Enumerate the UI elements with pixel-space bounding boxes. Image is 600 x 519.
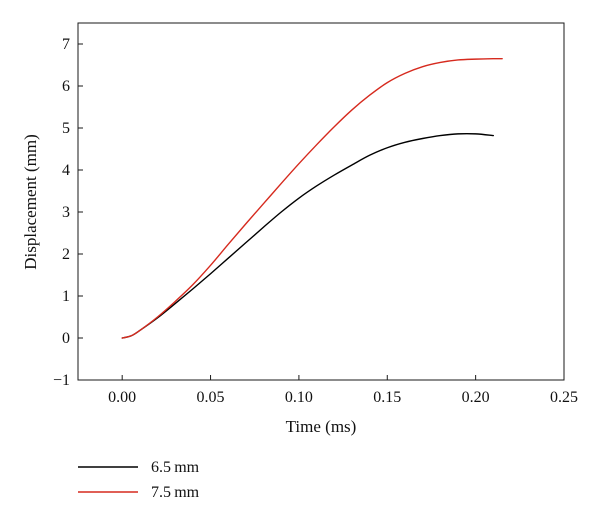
y-tick-label: 7 — [62, 36, 70, 53]
legend-label: 6.5 mm — [151, 459, 200, 476]
y-tick-label: 0 — [62, 330, 70, 347]
y-tick-label: 1 — [62, 288, 70, 305]
series-layer — [121, 57, 503, 339]
x-tick-label: 0.20 — [462, 389, 490, 406]
legend-label: 7.5 mm — [151, 484, 200, 501]
x-tick-label: 0.05 — [197, 389, 225, 406]
plot-frame — [77, 22, 565, 381]
y-tick-label: 2 — [62, 246, 70, 263]
x-tick-label: 0.25 — [550, 389, 578, 406]
x-axis-title: Time (ms) — [286, 417, 357, 436]
y-tick-label: 5 — [62, 120, 70, 137]
y-tick-label: 4 — [62, 162, 70, 179]
ticks-layer: 0.00 0.05 0.10 0.15 0.20 0.25 −1 0 1 2 3 4 5 6 7 — [53, 36, 578, 406]
y-tick-label: 6 — [62, 78, 70, 95]
y-tick-label: −1 — [53, 372, 70, 389]
x-tick-label: 0.00 — [108, 389, 136, 406]
y-tick-label: 3 — [62, 204, 70, 221]
series-line-7-5mm — [121, 57, 503, 339]
y-axis-title: Displacement (mm) — [21, 134, 40, 270]
series-line-6-5mm — [121, 132, 495, 339]
legend: 6.5 mm 7.5 mm — [78, 459, 200, 501]
x-tick-label: 0.15 — [373, 389, 401, 406]
legend-item-6-5mm: 6.5 mm — [78, 459, 200, 476]
x-tick-label: 0.10 — [285, 389, 313, 406]
legend-item-7-5mm: 7.5 mm — [78, 484, 200, 501]
